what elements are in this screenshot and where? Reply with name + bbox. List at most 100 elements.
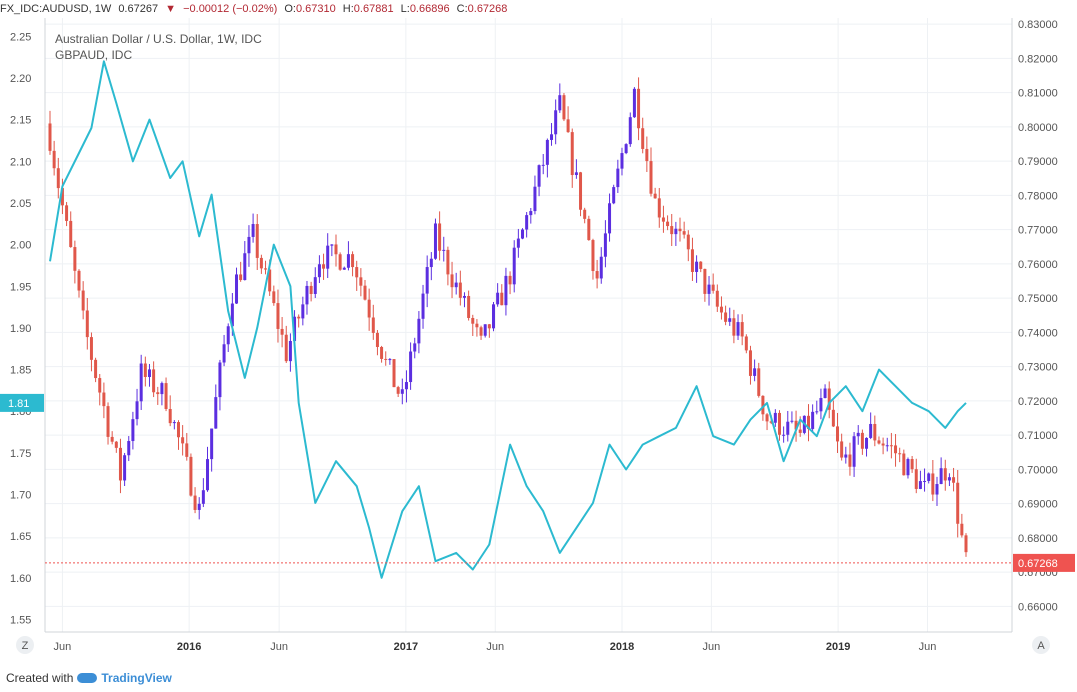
- left-axis-tick-label: 1.65: [10, 531, 31, 543]
- candle-body: [836, 426, 840, 442]
- candle-body: [840, 441, 844, 458]
- right-axis-tick-label: 0.77000: [1018, 225, 1058, 237]
- left-axis-tick-label: 2.15: [10, 115, 31, 127]
- candle-body: [127, 441, 131, 456]
- left-axis-tick-label: 1.85: [10, 365, 31, 377]
- candle-body: [346, 254, 350, 268]
- right-axis-tick-label: 0.72000: [1018, 396, 1058, 408]
- right-axis-tick-label: 0.70000: [1018, 464, 1058, 476]
- candle-body: [516, 238, 520, 248]
- candle-body: [960, 523, 964, 536]
- candle-body: [574, 172, 578, 176]
- candle-body: [935, 484, 939, 495]
- x-axis-tick-label: 2019: [826, 641, 850, 653]
- candle-body: [885, 445, 889, 447]
- candle-body: [819, 398, 823, 412]
- candle-body: [417, 318, 421, 344]
- right-axis-tick-label: 0.73000: [1018, 362, 1058, 374]
- candle-body: [707, 284, 711, 294]
- candle-body: [65, 205, 69, 221]
- candle-body: [777, 412, 781, 435]
- candle-body: [160, 383, 164, 395]
- candle-body: [545, 139, 549, 165]
- candle-body: [185, 443, 189, 457]
- candle-body: [744, 336, 748, 351]
- candle-body: [889, 445, 893, 447]
- candle-body: [508, 275, 512, 285]
- candle-body: [570, 132, 574, 176]
- last-price: 0.67267: [118, 3, 159, 15]
- zoom-button: [16, 636, 34, 654]
- close-label: C:: [456, 3, 468, 15]
- candle-body: [939, 468, 943, 485]
- candle-body: [176, 422, 180, 438]
- x-axis-tick-label: 2018: [610, 641, 634, 653]
- tradingview-logo-icon: [77, 673, 98, 683]
- change-arrow-icon: ▼: [165, 3, 177, 15]
- gbpaud-line: [49, 60, 967, 579]
- candle-body: [388, 359, 392, 361]
- candle-body: [661, 217, 665, 222]
- candle-body: [952, 477, 956, 483]
- candle-body: [711, 284, 715, 291]
- candle-body: [504, 275, 508, 306]
- x-axis-tick-label: Jun: [54, 641, 72, 653]
- candle-body: [923, 480, 927, 482]
- candle-body: [338, 254, 342, 270]
- candle-body: [214, 397, 218, 429]
- candle-body: [106, 406, 110, 437]
- candle-body: [641, 128, 645, 149]
- left-axis-tick-label: 1.70: [10, 490, 31, 502]
- candle-body: [89, 337, 93, 360]
- candle-body: [259, 257, 263, 269]
- symbol-label[interactable]: FX_IDC:AUDUSD, 1W: [0, 3, 112, 15]
- right-axis-tick-label: 0.69000: [1018, 499, 1058, 511]
- candle-body: [475, 323, 479, 328]
- zoom-button-label: Z: [22, 640, 29, 652]
- candle-body: [761, 395, 765, 415]
- right-axis-tick-label: 0.83000: [1018, 19, 1058, 31]
- tradingview-brand[interactable]: TradingView: [101, 671, 172, 685]
- candle-body: [603, 233, 607, 257]
- candle-body: [906, 459, 910, 476]
- right-axis-tick-label: 0.75000: [1018, 293, 1058, 305]
- candle-body: [931, 473, 935, 495]
- candle-body: [898, 453, 902, 455]
- candle-body: [322, 264, 326, 269]
- candle-body: [856, 432, 860, 437]
- candle-body: [612, 187, 616, 204]
- candle-body: [131, 419, 135, 442]
- candle-body: [123, 455, 127, 481]
- candle-body: [421, 293, 425, 319]
- candle-body: [351, 254, 355, 268]
- candle-body: [114, 441, 118, 448]
- open-label: O:: [284, 3, 296, 15]
- candle-body: [135, 401, 139, 420]
- candle-body: [230, 303, 234, 327]
- candle-body: [902, 453, 906, 476]
- footer: Created with TradingView: [6, 671, 172, 685]
- candle-body: [462, 295, 466, 298]
- candle-body: [678, 228, 682, 232]
- candle-body: [206, 459, 210, 491]
- candle-body: [156, 392, 160, 395]
- candle-body: [748, 350, 752, 376]
- price-change: −0.00012 (−0.02%): [183, 3, 278, 15]
- candle-body: [773, 412, 777, 423]
- candle-body: [782, 434, 786, 436]
- candle-body: [264, 268, 268, 270]
- candle-body: [94, 359, 98, 379]
- chart-axes: 0.83000 0.82000 0.81000 0.80000 0.79000 0.780…: [0, 18, 1075, 654]
- candle-body: [500, 292, 504, 306]
- candle-body: [218, 362, 222, 398]
- candle-body: [355, 267, 359, 278]
- candle-body: [583, 209, 587, 219]
- candle-body: [396, 387, 400, 394]
- candle-body: [446, 249, 450, 275]
- candle-body: [81, 290, 85, 311]
- left-axis-tick-label: 2.25: [10, 31, 31, 43]
- candle-body: [297, 316, 301, 319]
- candle-body: [152, 369, 156, 393]
- candle-body: [848, 454, 852, 467]
